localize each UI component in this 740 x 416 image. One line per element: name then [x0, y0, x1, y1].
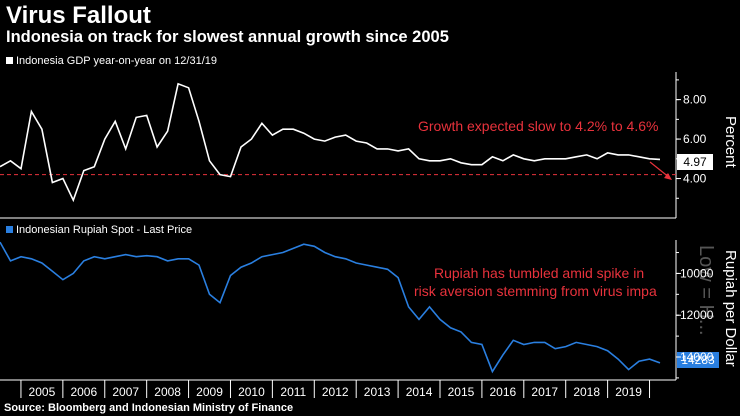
- gdp-last-value: 4.97: [683, 155, 707, 169]
- rupiah-y-axis-title: Rupiah per Dollar: [722, 250, 739, 367]
- gdp-y-tick-label: 4.00: [683, 172, 707, 186]
- x-tick-label: 2012: [322, 385, 349, 399]
- source-note: Source: Bloomberg and Indonesian Ministr…: [4, 402, 294, 414]
- gdp-annotation-arrowhead: [664, 173, 672, 180]
- x-tick-label: 2015: [448, 385, 475, 399]
- x-tick-label: 2016: [490, 385, 517, 399]
- rupiah-legend-swatch: [6, 226, 13, 233]
- rupiah-watermark: Low = H...: [695, 245, 717, 336]
- x-tick-label: 2018: [573, 385, 600, 399]
- x-tick-label: 2014: [406, 385, 433, 399]
- x-tick-label: 2011: [280, 385, 306, 399]
- x-tick-label: 2005: [29, 385, 56, 399]
- gdp-y-axis-title: Percent: [722, 116, 739, 169]
- chart-svg: Indonesia GDP year-on-year on 12/31/19 I…: [0, 55, 739, 399]
- rupiah-series-line: [0, 241, 661, 374]
- x-tick-label: 2010: [238, 385, 265, 399]
- gdp-y-tick-label: 8.00: [683, 93, 707, 107]
- x-tick-label: 2006: [70, 385, 97, 399]
- rupiah-last-value-box: [677, 352, 719, 368]
- rupiah-annotation-line-1: Rupiah has tumbled amid spike in: [434, 265, 644, 281]
- rupiah-legend-label: Indonesian Rupiah Spot - Last Price: [16, 224, 192, 236]
- x-tick-label: 2017: [531, 385, 558, 399]
- rupiah-y-tick-label: 14000: [680, 350, 714, 364]
- gdp-y-tick-label: 6.00: [683, 132, 707, 146]
- x-tick-label: 2009: [196, 385, 223, 399]
- rupiah-y-tick-label: 12000: [680, 308, 714, 322]
- gdp-legend-label: Indonesia GDP year-on-year on 12/31/19: [16, 55, 217, 67]
- x-tick-label: 2008: [154, 385, 181, 399]
- chart-title: Virus Fallout: [6, 2, 151, 29]
- x-tick-label: 2013: [364, 385, 391, 399]
- gdp-annotation: Growth expected slow to 4.2% to 4.6%: [418, 118, 658, 134]
- gdp-last-value-box: [677, 154, 713, 170]
- gdp-series-line: [0, 82, 661, 203]
- gdp-legend-swatch: [6, 57, 13, 64]
- rupiah-last-value: 14283: [681, 353, 715, 367]
- x-tick-label: 2019: [615, 385, 642, 399]
- x-tick-label: 2007: [112, 385, 139, 399]
- rupiah-y-tick-label: 10000: [680, 266, 714, 280]
- chart-subtitle: Indonesia on track for slowest annual gr…: [6, 28, 449, 46]
- rupiah-annotation-line-2: risk aversion stemming from virus impa: [414, 283, 657, 299]
